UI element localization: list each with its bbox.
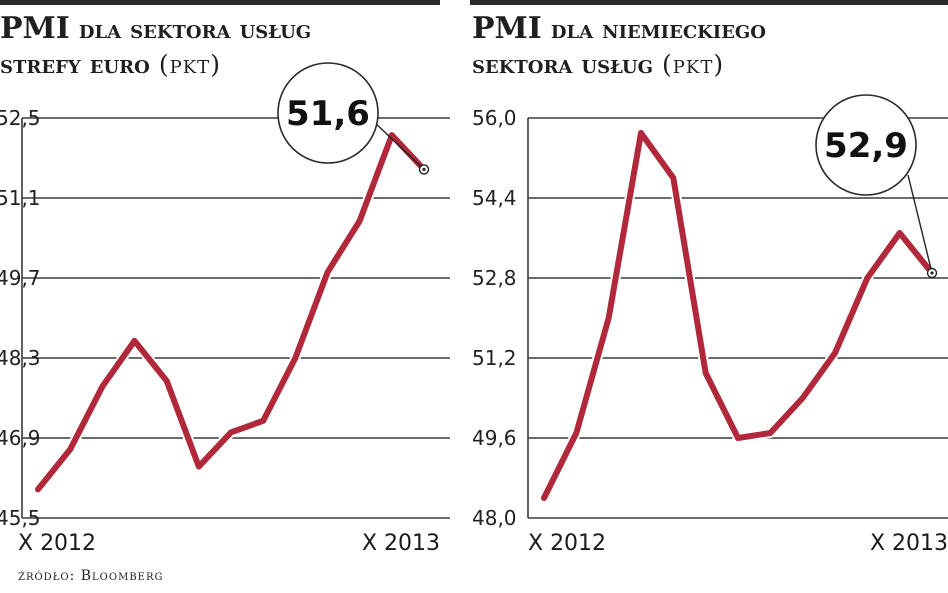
source-note: źródło: Bloomberg	[18, 568, 164, 584]
y-tick-label: 54,4	[472, 186, 517, 210]
y-tick-label: 48,3	[0, 346, 41, 370]
x-tick-label: X 2013	[362, 531, 440, 556]
series-line	[541, 130, 935, 501]
x-tick-label: X 2012	[528, 531, 606, 556]
callout-leader	[907, 174, 933, 274]
chart-title-line1: PMI dla sektora usług	[0, 12, 311, 47]
y-tick-label: 52,5	[0, 106, 41, 130]
top-rule	[470, 0, 948, 5]
y-tick-label: 49,6	[472, 426, 517, 450]
line-chart-left: 52,5 51,1 49,7 48,3 46,9 45,5X 2012 X 2013 51,6	[0, 62, 450, 556]
x-tick-label: X 2012	[18, 531, 96, 556]
x-tick-label: X 2013	[870, 531, 948, 556]
chart-title-line2: strefy euro (pkt)	[0, 48, 221, 82]
y-tick-label: 51,2	[472, 346, 517, 370]
chart-title-line2: sektora usług (pkt)	[472, 48, 724, 82]
title-lead: PMI	[472, 11, 542, 46]
y-tick-label: 48,0	[472, 506, 517, 530]
callout-circle	[277, 62, 379, 164]
title-rest: dla niemieckiego	[550, 15, 766, 45]
line-chart-right: 56,0 54,4 52,8 51,2 49,6 48,0 X 2012 X 2013 52,9	[472, 94, 948, 556]
y-tick-label: 51,1	[0, 186, 41, 210]
top-rule	[0, 0, 440, 5]
title-line2: sektora usług	[472, 50, 653, 80]
chart-title-line1: PMI dla niemieckiego	[472, 12, 766, 47]
title-unit: (pkt)	[662, 50, 725, 79]
callout-value-label: 52,9	[824, 126, 908, 166]
series-line	[35, 132, 427, 493]
y-tick-label: 56,0	[472, 106, 517, 130]
y-tick-label: 49,7	[0, 266, 41, 290]
callout-value-label: 51,6	[286, 94, 370, 134]
y-tick-label: 52,8	[472, 266, 517, 290]
title-lead: PMI	[0, 11, 70, 46]
y-tick-label: 45,5	[0, 506, 41, 530]
title-line2: strefy euro	[0, 50, 150, 80]
title-rest: dla sektora usług	[78, 15, 312, 45]
chart-panel-left: PMI dla sektora usług strefy euro (pkt) …	[0, 0, 460, 593]
callout-circle	[815, 94, 917, 196]
last-point-marker-core	[422, 167, 426, 172]
y-tick-label: 46,9	[0, 426, 41, 450]
title-unit: (pkt)	[158, 50, 221, 79]
chart-panel-right: PMI dla niemieckiego sektora usług (pkt)…	[470, 0, 948, 593]
callout-leader	[371, 119, 425, 170]
last-point-marker-core	[930, 271, 934, 275]
